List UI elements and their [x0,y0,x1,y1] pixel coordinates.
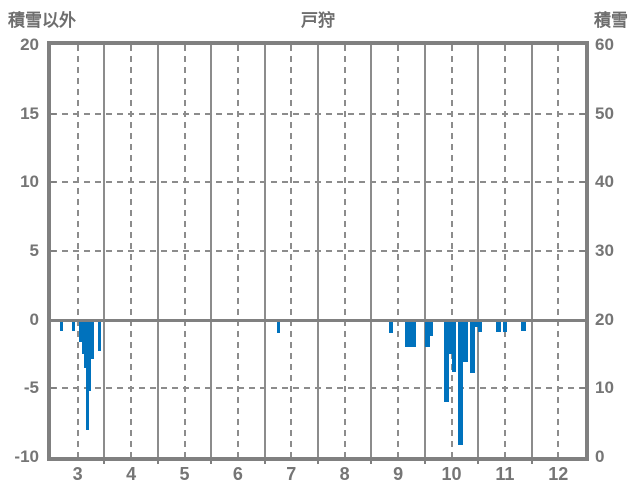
bottom-axis-tick [370,457,373,464]
right-border-tick [580,112,585,115]
bottom-axis-tick [103,457,106,464]
data-bar [520,319,527,332]
data-bar [59,319,63,331]
data-bar [496,319,502,333]
bottom-axis-tick [156,457,159,464]
plot-area [51,45,585,457]
left-axis-title: 積雪以外 [8,11,76,30]
left-axis-tick-label: 10 [20,172,39,192]
plot-border [47,41,589,461]
x-axis-tick-label: 6 [232,464,243,484]
bottom-axis-tick [530,457,533,464]
h-gridline-dashed [51,181,585,184]
right-axis-tick-label: 30 [595,241,614,260]
left-border-tick [51,387,56,390]
data-bar [474,319,479,327]
data-bar [71,319,76,331]
data-bar [85,319,89,430]
right-axis-tick-label: 60 [595,35,614,54]
data-bar [405,319,416,348]
right-border-tick [580,250,585,252]
left-axis-tick-label: -5 [23,378,39,398]
right-axis-tick-label: 50 [595,103,614,123]
right-axis-tick-label: 20 [595,309,614,329]
x-axis-tick-label: 8 [339,464,350,484]
data-bar [462,319,468,363]
bottom-axis-tick [210,457,213,464]
x-axis-tick-label: 3 [72,464,83,484]
right-border-tick [580,387,585,390]
left-border-tick [51,112,56,115]
data-bar [448,319,453,354]
left-axis-tick-label: -10 [14,447,39,466]
x-axis-tick-label: 7 [286,464,297,484]
right-axis-tick-label: 10 [595,378,614,398]
right-axis-tick-label: 0 [595,447,605,466]
data-bar [452,319,456,372]
left-axis-tick-label: 0 [29,309,39,329]
right-border-tick [580,181,585,184]
data-bar [424,319,430,348]
right-axis-title: 積雪 [594,11,628,30]
data-bar [78,319,82,342]
left-border-tick [51,250,56,252]
h-gridline-dashed [51,387,585,390]
data-bar [469,319,475,374]
data-bar [90,319,94,360]
data-bar [82,319,84,354]
data-bar [97,319,101,352]
data-bar [389,319,393,334]
right-axis-tick-label: 40 [595,172,614,192]
bottom-axis-tick [263,457,266,464]
data-bar [88,319,91,392]
data-bar [443,319,449,403]
data-bar [276,319,281,334]
bottom-axis-tick [317,457,319,464]
x-axis-tick-label: 12 [548,464,569,484]
data-bar [503,319,507,333]
data-bar [83,319,86,368]
h-gridline-dashed [51,250,585,252]
bottom-axis-tick [423,457,426,464]
left-border-tick [51,181,56,184]
bottom-axis-tick [477,457,480,464]
x-axis-tick-label: 10 [441,464,462,484]
data-bar [478,319,482,333]
h-gridline-dashed [51,112,585,115]
x-axis-tick-label: 9 [393,464,404,484]
left-axis-tick-label: 15 [20,103,39,123]
x-axis-tick-label: 5 [179,464,190,484]
data-bar [457,319,463,445]
x-axis-tick-label: 4 [126,464,137,484]
data-bar [430,319,434,337]
chart-title: 戸狩 [301,11,335,30]
x-axis-tick-label: 11 [495,464,515,484]
left-axis-tick-label: 5 [29,241,39,260]
left-axis-tick-label: 20 [20,35,39,54]
zero-line [51,318,585,322]
